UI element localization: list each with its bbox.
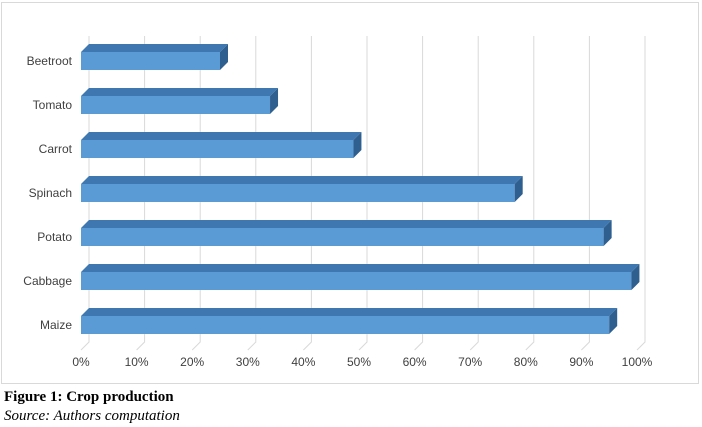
bar-side [631,264,640,290]
bar-side [353,132,362,158]
gridline [525,36,535,351]
category-label: Potato [37,230,72,244]
bars [81,44,640,334]
bar-top [81,176,523,184]
bar-top [81,308,618,316]
bar-front [81,272,632,290]
bar-top [81,88,279,96]
x-tick-label: 90% [569,355,593,369]
bar-maize [81,308,618,334]
category-label: Beetroot [27,54,73,68]
x-tick-label: 0% [72,355,90,369]
bar-front [81,96,271,114]
x-tick-label: 100% [622,355,653,369]
bar-top [81,44,228,52]
bar-spinach [81,176,523,202]
bar-front [81,140,354,158]
figure-source: Source: Authors computation [4,408,180,424]
x-tick-label: 60% [403,355,427,369]
x-tick-label: 70% [458,355,482,369]
bar-cabbage [81,264,640,290]
bar-front [81,52,220,70]
bar-front [81,228,604,246]
x-tick-label: 40% [291,355,315,369]
bar-potato [81,220,612,246]
x-tick-label: 30% [236,355,260,369]
bar-tomato [81,88,279,114]
category-label: Maize [40,318,72,332]
bar-side [609,308,618,334]
gridline [358,36,368,351]
bar-carrot [81,132,362,158]
bar-side [270,88,279,114]
category-label: Spinach [29,186,72,200]
category-labels: Beetroot Tomato Carrot Spinach Potato Cabbage… [23,54,72,332]
figure-caption: Figure 1: Crop production Source: Author… [4,388,698,426]
bar-front [81,184,515,202]
bar-front [81,316,610,334]
bar-top [81,132,362,140]
gridline [469,36,479,351]
category-label: Tomato [33,98,73,112]
gridline [414,36,424,351]
x-tick-labels: 0% 10% 20% 30% 40% 50% 60% 70% 80% 90% 100% [72,355,652,369]
gridline [581,36,590,351]
bar-side [514,176,523,202]
bar-side [220,44,228,70]
bar-top [81,264,640,272]
bar-chart: Beetroot Tomato Carrot Spinach Potato Cabbage… [23,36,653,369]
category-label: Carrot [39,142,73,156]
category-label: Cabbage [23,274,72,288]
x-tick-label: 20% [180,355,204,369]
gridline [636,36,646,351]
bar-side [603,220,612,246]
bar-top [81,220,612,228]
x-tick-label: 50% [347,355,371,369]
bar-beetroot [81,44,228,70]
x-tick-label: 80% [514,355,538,369]
figure-title: Figure 1: Crop production [4,389,174,405]
x-tick-label: 10% [125,355,149,369]
